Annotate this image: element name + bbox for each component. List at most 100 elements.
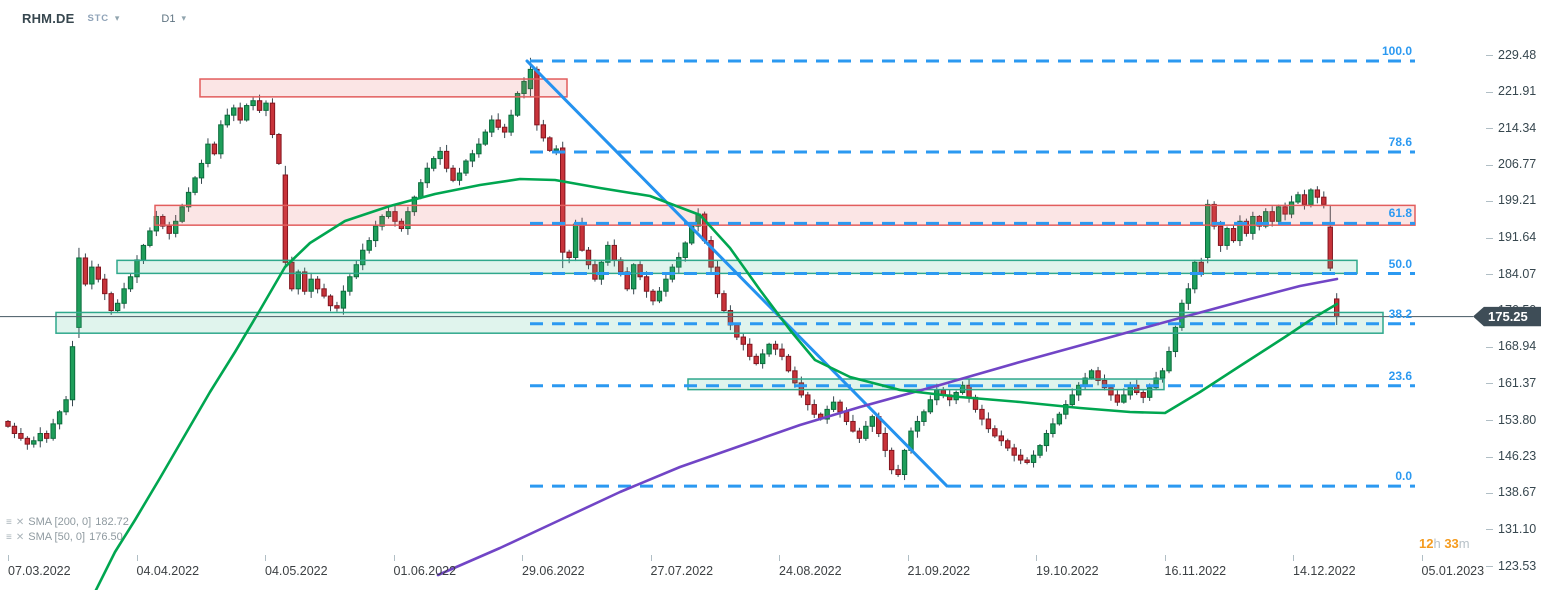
price-axis-label: 123.53 xyxy=(1498,558,1537,573)
candle-bearish xyxy=(1217,225,1224,246)
current-price-badge: 175.25 xyxy=(1473,306,1541,327)
price-axis-tick xyxy=(1486,55,1493,56)
candle-bearish xyxy=(282,174,289,263)
candle-bullish xyxy=(205,143,211,164)
candle-bearish xyxy=(856,430,863,439)
candle-bullish xyxy=(598,261,605,280)
candle-bullish xyxy=(1056,413,1063,425)
price-axis-label: 221.91 xyxy=(1498,84,1537,98)
candle-bearish xyxy=(585,249,592,266)
candle-bullish xyxy=(1069,394,1075,406)
indicator-remove-icon[interactable]: ✕ xyxy=(15,531,25,543)
candle-bullish xyxy=(901,449,908,476)
candle-bearish xyxy=(24,437,31,445)
candle-bearish xyxy=(643,276,650,292)
candle-bullish xyxy=(63,399,69,413)
price-axis-label: 229.48 xyxy=(1498,47,1537,62)
date-axis-label: 19.10.2022 xyxy=(1036,564,1099,578)
date-axis-label: 29.06.2022 xyxy=(522,564,585,578)
candle-bullish xyxy=(218,124,224,155)
candle-bearish xyxy=(289,261,295,290)
candle-bullish xyxy=(198,162,205,179)
candle-bullish xyxy=(863,425,869,439)
candle-bullish xyxy=(476,143,482,155)
candle-bullish xyxy=(127,276,134,290)
candle-bearish xyxy=(1095,370,1101,381)
candle-bearish xyxy=(708,240,714,268)
price-axis-tick xyxy=(1486,492,1493,494)
candle-bearish xyxy=(108,293,114,312)
indicator-label: SMA [50, 0] xyxy=(28,531,86,543)
candle-bearish xyxy=(624,271,630,290)
price-axis-label: 214.34 xyxy=(1498,120,1537,135)
chevron-down-icon[interactable]: ▾ xyxy=(114,13,120,23)
candle-bearish xyxy=(540,124,547,139)
candle-bullish xyxy=(263,102,269,111)
date-axis-label: 04.04.2022 xyxy=(136,564,200,578)
date-axis-tick xyxy=(8,555,9,561)
candle-bearish xyxy=(1140,392,1146,398)
candle-bullish xyxy=(437,150,443,160)
candle-bearish xyxy=(1011,447,1017,456)
price-axis-tick xyxy=(1486,566,1493,567)
indicator-remove-icon[interactable]: ✕ xyxy=(15,516,25,528)
candle-bearish xyxy=(11,425,18,435)
candle-bearish xyxy=(392,211,398,222)
candle-bearish xyxy=(779,348,785,357)
date-axis-label: 27.07.2022 xyxy=(650,564,714,578)
price-axis-tick xyxy=(1486,346,1493,348)
price-axis-tick xyxy=(1486,237,1493,239)
candle-bearish xyxy=(1017,454,1024,461)
price-axis-label: 168.94 xyxy=(1498,339,1537,354)
candle-bearish xyxy=(44,433,50,439)
candle-bullish xyxy=(121,288,127,304)
candle-bullish xyxy=(140,244,147,261)
candle-bearish xyxy=(166,225,172,234)
candle-bearish xyxy=(740,336,746,345)
market-tag[interactable]: STC xyxy=(87,13,109,24)
candle-bullish xyxy=(1224,228,1230,246)
candle-bullish xyxy=(1121,394,1127,403)
candle-bullish xyxy=(663,278,669,292)
candle-bullish xyxy=(1308,189,1314,205)
candle-bullish xyxy=(192,177,198,193)
candle-bearish xyxy=(805,394,811,406)
fib-level-label: 0.0 xyxy=(1395,469,1412,484)
candle-bullish xyxy=(1159,370,1166,379)
candle-bearish xyxy=(547,137,553,151)
candle-bearish xyxy=(327,295,334,307)
candle-bullish xyxy=(508,114,514,133)
candle-bearish xyxy=(102,278,108,295)
price-axis-label: 153.80 xyxy=(1498,412,1537,427)
candle-bearish xyxy=(714,266,721,295)
candle-bearish xyxy=(579,223,585,251)
chevron-down-icon[interactable]: ▾ xyxy=(181,13,187,23)
candle-bullish xyxy=(456,172,463,181)
indicator-settings-icon[interactable]: ≡ xyxy=(6,516,12,528)
candle-bearish xyxy=(837,401,843,413)
candle-bullish xyxy=(76,257,82,328)
candle-bullish xyxy=(89,266,95,285)
candle-bullish xyxy=(1088,370,1095,379)
candle-bullish xyxy=(605,244,611,263)
fib-level-label: 78.6 xyxy=(1388,134,1412,149)
date-axis-label: 04.05.2022 xyxy=(265,564,328,578)
candle-bullish xyxy=(1050,423,1056,435)
candle-bearish xyxy=(1211,203,1217,227)
date-axis-label: 01.06.2022 xyxy=(393,564,457,578)
price-axis-tick xyxy=(1486,529,1493,531)
indicator-legend-sma200: ≡ ✕ SMA [200, 0] 182.72 xyxy=(6,516,129,528)
price-axis-tick xyxy=(1486,383,1493,385)
price-axis-tick xyxy=(1486,128,1493,130)
candle-bullish xyxy=(50,423,56,439)
candle-bearish xyxy=(501,126,508,133)
candle-bullish xyxy=(1146,387,1153,398)
candle-bearish xyxy=(334,305,340,309)
indicator-settings-icon[interactable]: ≡ xyxy=(6,531,12,543)
timeframe-selector[interactable]: D1 xyxy=(161,12,176,25)
price-axis-tick xyxy=(1486,91,1493,93)
candle-bearish xyxy=(1230,228,1237,242)
instrument-header: RHM.DE STC ▾ D1 ▾ xyxy=(22,11,186,26)
candle-bullish xyxy=(759,353,766,365)
